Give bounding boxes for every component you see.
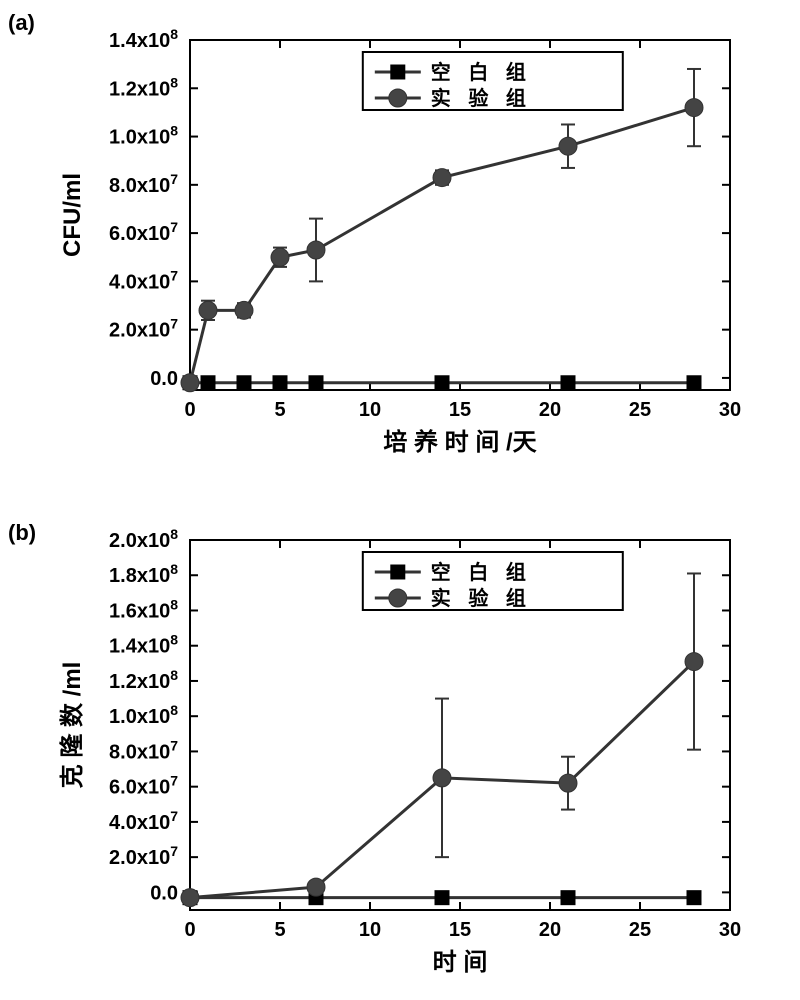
svg-text:6.0x107: 6.0x107 [109, 219, 178, 245]
svg-text:15: 15 [449, 399, 471, 421]
chart-b: 0 5 10 15 20 25 30 0.0 2.0x107 4.0x107 6.0x107 8.0x… [30, 520, 790, 990]
svg-text:4.0x107: 4.0x107 [109, 808, 178, 834]
svg-text:4.0x107: 4.0x107 [109, 267, 178, 293]
svg-text:30: 30 [719, 919, 741, 941]
svg-text:0.0: 0.0 [150, 368, 178, 390]
svg-text:2.0x108: 2.0x108 [109, 526, 178, 552]
svg-text:15: 15 [449, 919, 471, 941]
svg-text:时 间: 时 间 [433, 949, 488, 976]
svg-text:克 隆 数 /ml: 克 隆 数 /ml [58, 662, 86, 789]
svg-text:20: 20 [539, 919, 561, 941]
svg-text:1.2x108: 1.2x108 [109, 74, 178, 100]
svg-text:0: 0 [184, 399, 195, 421]
svg-text:8.0x107: 8.0x107 [109, 171, 178, 197]
svg-text:1.4x108: 1.4x108 [109, 632, 178, 658]
svg-text:1.8x108: 1.8x108 [109, 561, 178, 587]
svg-text:1.0x108: 1.0x108 [109, 702, 178, 728]
panel-a: (a) 0510152025300.02.0x1074.0x1076.0x107… [0, 10, 800, 490]
svg-text:实 验 组: 实 验 组 [431, 86, 532, 110]
panel-b: (b) 0510152025300.02.0x1074.0x1076.0x107… [0, 520, 800, 1000]
svg-text:5: 5 [274, 919, 285, 941]
svg-text:0.0: 0.0 [150, 882, 178, 904]
svg-text:培 养 时 间 /天: 培 养 时 间 /天 [383, 428, 536, 456]
svg-text:空 白 组: 空 白 组 [431, 60, 532, 84]
svg-text:1.2x108: 1.2x108 [109, 667, 178, 693]
svg-text:空 白 组: 空 白 组 [431, 560, 532, 584]
svg-text:2.0x107: 2.0x107 [109, 843, 178, 869]
svg-text:1.4x108: 1.4x108 [109, 26, 178, 52]
svg-text:25: 25 [629, 399, 651, 421]
svg-text:1.6x108: 1.6x108 [109, 596, 178, 622]
svg-text:8.0x107: 8.0x107 [109, 737, 178, 763]
svg-text:0: 0 [184, 919, 195, 941]
svg-text:10: 10 [359, 919, 381, 941]
svg-text:6.0x107: 6.0x107 [109, 773, 178, 799]
svg-text:实 验 组: 实 验 组 [431, 586, 532, 610]
svg-text:2.0x107: 2.0x107 [109, 316, 178, 342]
svg-text:CFU/ml: CFU/ml [59, 173, 86, 257]
svg-text:25: 25 [629, 919, 651, 941]
svg-text:30: 30 [719, 399, 741, 421]
svg-text:20: 20 [539, 399, 561, 421]
svg-text:5: 5 [274, 399, 285, 421]
svg-text:10: 10 [359, 399, 381, 421]
svg-text:1.0x108: 1.0x108 [109, 123, 178, 149]
chart-a: 0 5 10 15 20 25 30 0.0 2.0x107 4.0x107 6.0x107 8.0x… [30, 20, 790, 490]
